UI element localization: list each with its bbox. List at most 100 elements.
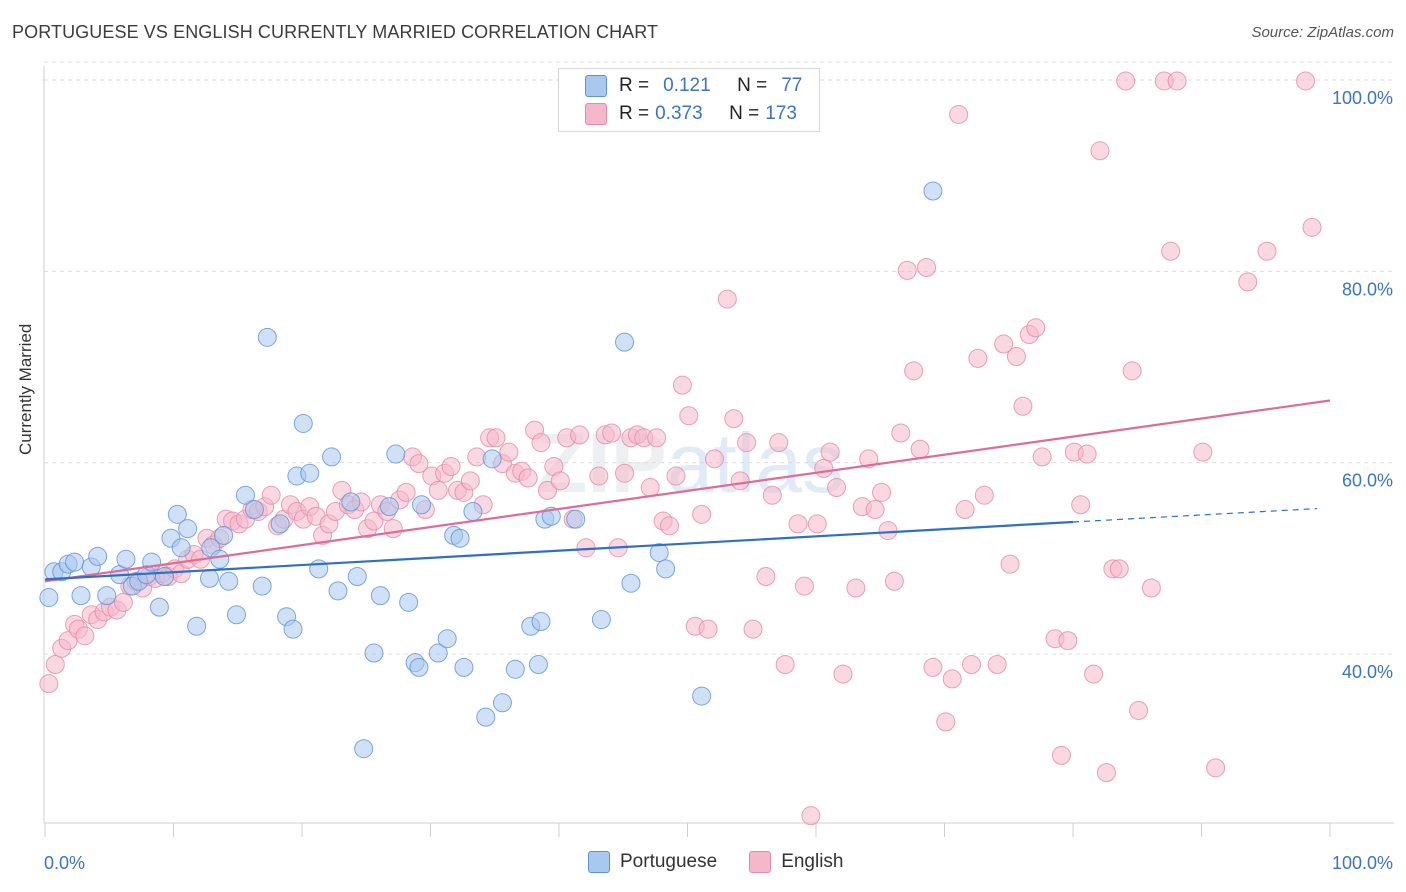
english-point xyxy=(1051,745,1071,765)
portuguese-point xyxy=(492,693,512,713)
english-point xyxy=(647,428,667,448)
portuguese-point xyxy=(244,500,264,520)
english-point xyxy=(923,657,943,677)
portuguese-point xyxy=(88,546,108,566)
legend-n-label: N = xyxy=(729,103,760,124)
legend-row-portuguese: R = 0.121 N = 77 xyxy=(585,72,802,100)
english-point xyxy=(942,669,962,689)
portuguese-point xyxy=(463,501,483,521)
english-point xyxy=(872,482,892,502)
legend-item-portuguese: Portuguese xyxy=(588,851,717,873)
series-legend: Portuguese English xyxy=(588,851,876,873)
english-point xyxy=(1096,763,1116,783)
portuguese-point xyxy=(283,619,303,639)
portuguese-point xyxy=(450,528,470,548)
source-label: Source: ZipAtlas.com xyxy=(1251,24,1394,41)
portuguese-point xyxy=(171,538,191,558)
portuguese-point xyxy=(437,629,457,649)
english-point xyxy=(1302,217,1322,237)
english-point xyxy=(775,655,795,675)
english-point xyxy=(39,674,59,694)
legend-n-value: 173 xyxy=(765,103,797,124)
english-point xyxy=(955,500,975,520)
portuguese-point xyxy=(591,610,611,630)
portuguese-point xyxy=(341,492,361,512)
axes xyxy=(43,66,1394,837)
english-point xyxy=(531,433,551,453)
portuguese-point xyxy=(116,549,136,569)
grid-lines xyxy=(44,61,1394,655)
english-point xyxy=(878,521,898,541)
portuguese-point xyxy=(505,659,525,679)
legend-swatch-portuguese xyxy=(588,851,610,873)
portuguese-point xyxy=(528,655,548,675)
portuguese-point xyxy=(300,463,320,483)
legend-row-english: R = 0.373 N = 173 xyxy=(585,100,797,128)
english-point xyxy=(261,485,281,505)
portuguese-point xyxy=(649,543,669,563)
english-point xyxy=(1129,700,1149,720)
portuguese-point xyxy=(412,495,432,515)
portuguese-point xyxy=(71,586,91,606)
english-point xyxy=(897,260,917,280)
english-point xyxy=(1077,444,1097,464)
english-trend-line xyxy=(44,399,1331,583)
english-point xyxy=(717,289,737,309)
english-point xyxy=(743,619,763,639)
english-point xyxy=(801,806,821,826)
english-point xyxy=(660,516,680,536)
portuguese-point xyxy=(270,514,290,534)
english-point xyxy=(1206,758,1226,778)
english-point xyxy=(550,471,570,491)
english-point xyxy=(75,626,95,646)
portuguese-point xyxy=(293,413,313,433)
legend-swatch-english xyxy=(585,103,607,125)
portuguese-point xyxy=(656,559,676,579)
portuguese-point xyxy=(409,657,429,677)
english-point xyxy=(917,258,937,278)
portuguese-point xyxy=(476,707,496,727)
portuguese-point xyxy=(257,327,277,347)
english-point xyxy=(570,425,590,445)
english-point xyxy=(884,571,904,591)
legend-item-english: English xyxy=(749,851,844,873)
english-point xyxy=(1026,318,1046,338)
portuguese-point xyxy=(566,509,586,529)
english-point xyxy=(994,334,1014,354)
legend-label-portuguese: Portuguese xyxy=(620,851,718,872)
english-point xyxy=(666,466,686,486)
english-point xyxy=(704,449,724,469)
x-tick-label-end: 100.0% xyxy=(1332,853,1393,873)
english-point xyxy=(1122,361,1142,381)
english-point xyxy=(672,375,692,395)
english-point xyxy=(1161,241,1181,261)
english-point xyxy=(859,449,879,469)
english-point xyxy=(460,471,480,491)
watermark-light: atlas xyxy=(667,416,844,510)
english-point xyxy=(615,463,635,483)
portuguese-point xyxy=(65,552,85,572)
legend-r-value: 0.121 xyxy=(663,75,711,96)
english-point xyxy=(679,406,699,426)
portuguese-point xyxy=(328,581,348,601)
portuguese-point xyxy=(692,686,712,706)
english-point xyxy=(891,423,911,443)
english-point xyxy=(589,466,609,486)
english-point xyxy=(904,361,924,381)
english-point xyxy=(113,592,133,612)
portuguese-point xyxy=(210,549,230,569)
english-point xyxy=(1257,241,1277,261)
english-point xyxy=(602,423,622,443)
english-point xyxy=(730,471,750,491)
legend-swatch-portuguese xyxy=(585,75,607,97)
english-point xyxy=(692,504,712,524)
english-point xyxy=(814,458,834,478)
english-point xyxy=(518,468,538,488)
portuguese-point xyxy=(142,552,162,572)
portuguese-point xyxy=(482,449,502,469)
portuguese-point xyxy=(923,181,943,201)
english-point xyxy=(820,442,840,462)
english-point xyxy=(486,428,506,448)
english-point xyxy=(537,480,557,500)
